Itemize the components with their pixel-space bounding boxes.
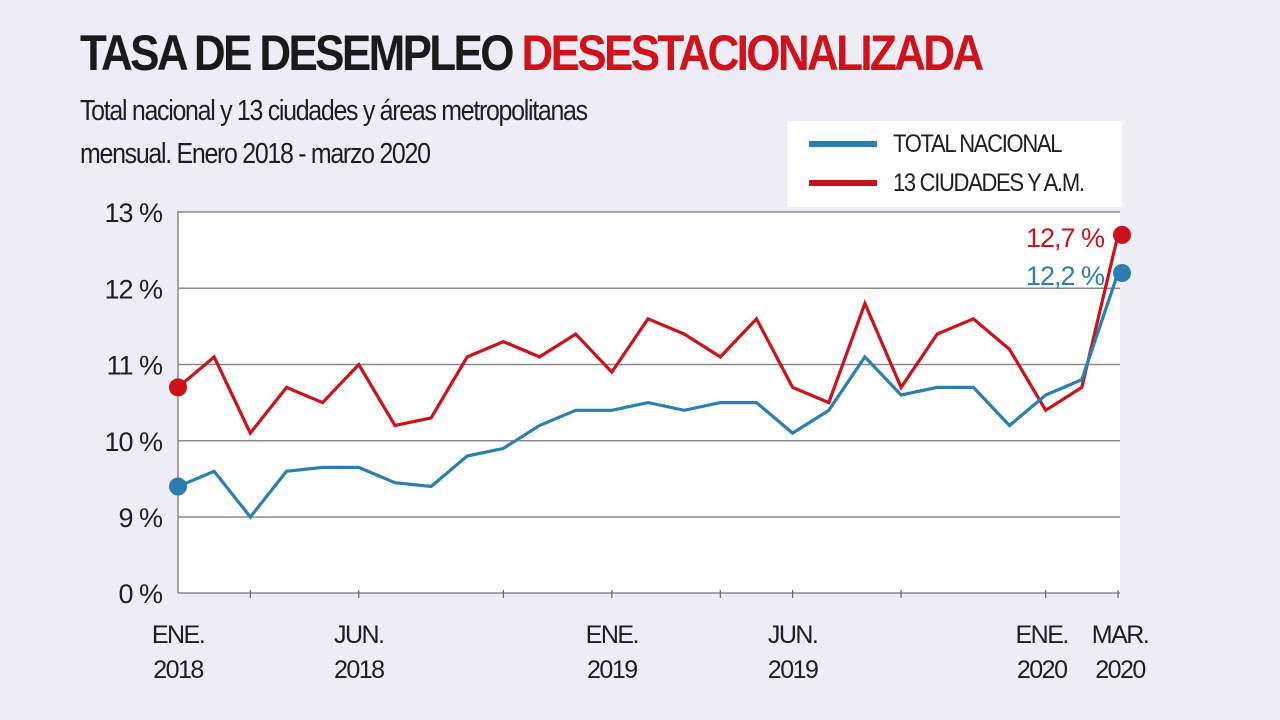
y-tick-label: 9 % xyxy=(118,503,163,533)
y-tick-label: 13 % xyxy=(104,198,163,228)
legend: TOTAL NACIONAL 13 CIUDADES Y A.M. xyxy=(787,121,1122,207)
x-tick-label-month: ENE. xyxy=(586,621,638,649)
title-black-part: TASA DE DESEMPLEO xyxy=(80,25,514,81)
end-marker-total-nacional xyxy=(1113,264,1131,282)
x-tick-label-year: 2020 xyxy=(1017,656,1067,684)
chart-title: TASA DE DESEMPLEO DESESTACIONALIZADA xyxy=(80,24,984,82)
x-tick-label-year: 2018 xyxy=(334,656,384,684)
legend-item-ciudades: 13 CIUDADES Y A.M. xyxy=(809,168,1110,198)
legend-swatch-ciudades xyxy=(809,180,877,186)
series-line-total-nacional xyxy=(177,272,1120,520)
subtitle-line-2: mensual. Enero 2018 - marzo 2020 xyxy=(80,138,431,170)
x-tick-label-month: ENE. xyxy=(1016,621,1068,649)
end-value-label-total-nacional: 12,2 % xyxy=(1026,261,1105,291)
x-tick-label-year: 2019 xyxy=(587,656,637,684)
y-tick-label: 12 % xyxy=(104,274,163,304)
x-tick-label-year: 2020 xyxy=(1095,656,1145,684)
title-red-part: DESESTACIONALIZADA xyxy=(521,25,984,81)
y-tick-label: 10 % xyxy=(104,427,163,457)
start-marker-13-ciudades xyxy=(169,378,187,397)
y-tick-label: 11 % xyxy=(106,351,163,381)
end-value-label-13-ciudades: 12,7 % xyxy=(1026,223,1105,253)
legend-label-total: TOTAL NACIONAL xyxy=(893,129,1062,158)
y-tick-label: 0 % xyxy=(118,579,163,609)
x-tick-label-month: JUN. xyxy=(768,621,818,649)
legend-item-total: TOTAL NACIONAL xyxy=(809,129,1084,159)
legend-swatch-total xyxy=(809,141,877,147)
x-tick-label-year: 2018 xyxy=(153,656,203,684)
series-line-13-ciudades xyxy=(176,234,1120,437)
start-marker-total-nacional xyxy=(169,477,187,496)
end-marker-13-ciudades xyxy=(1113,225,1131,244)
subtitle-line-1: Total nacional y 13 ciudades y áreas met… xyxy=(80,95,588,127)
x-tick-label-month: ENE. xyxy=(152,621,204,649)
x-tick-label-year: 2019 xyxy=(768,656,818,684)
x-tick-label-month: MAR. xyxy=(1092,621,1149,649)
legend-label-ciudades: 13 CIUDADES Y A.M. xyxy=(893,168,1085,197)
x-tick-label-month: JUN. xyxy=(334,621,384,649)
